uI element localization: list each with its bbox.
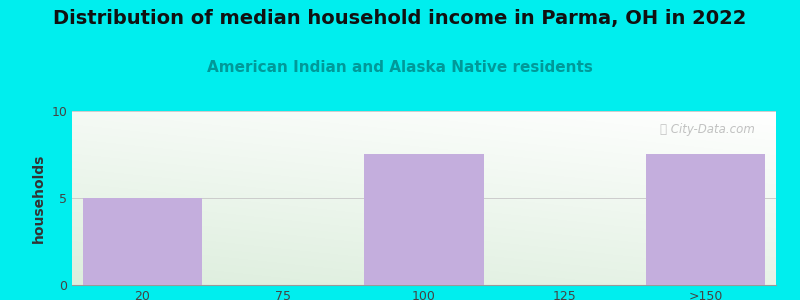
Bar: [82, 198, 202, 285]
Text: ⓘ City-Data.com: ⓘ City-Data.com: [660, 123, 755, 136]
Bar: [364, 154, 484, 285]
Bar: [646, 154, 766, 285]
Text: Distribution of median household income in Parma, OH in 2022: Distribution of median household income …: [54, 9, 746, 28]
Y-axis label: households: households: [32, 153, 46, 243]
Text: American Indian and Alaska Native residents: American Indian and Alaska Native reside…: [207, 60, 593, 75]
